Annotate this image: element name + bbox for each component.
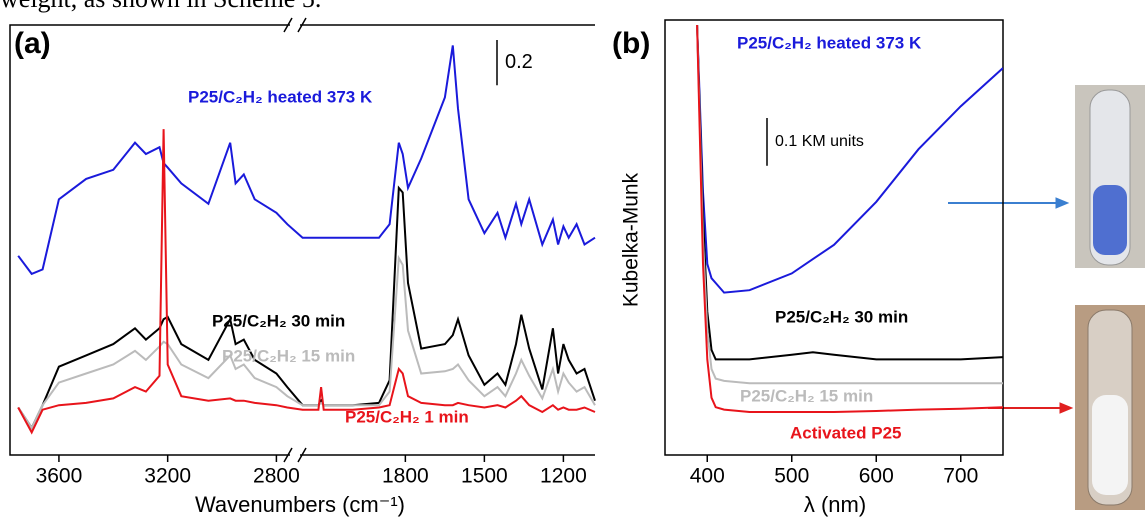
series-label: P25/C₂H₂ 1 min bbox=[345, 407, 469, 426]
spectrum-line bbox=[17, 254, 596, 430]
axis-frame bbox=[664, 19, 1004, 456]
x-axis-title: Wavenumbers (cm⁻¹) bbox=[195, 492, 405, 517]
spectrum-line bbox=[696, 24, 1003, 294]
plot-area bbox=[696, 24, 1003, 413]
spectrum-line bbox=[17, 45, 596, 276]
x-tick-label: 2800 bbox=[253, 465, 300, 488]
series-label: P25/C₂H₂ 30 min bbox=[212, 311, 345, 330]
axis-break bbox=[283, 17, 307, 33]
spectrum-line bbox=[17, 129, 596, 435]
spectrum-line bbox=[696, 24, 1003, 413]
series-label: P25/C₂H₂ 15 min bbox=[222, 346, 355, 365]
series-label: Activated P25 bbox=[790, 423, 902, 442]
photo-white bbox=[1075, 305, 1145, 510]
x-tick-label: 700 bbox=[943, 465, 978, 488]
spectrum-line bbox=[17, 185, 596, 430]
x-tick-label: 1500 bbox=[461, 465, 508, 488]
axis-break bbox=[283, 447, 307, 463]
x-axis-title: λ (nm) bbox=[804, 492, 866, 517]
plot-area bbox=[17, 45, 596, 435]
series-label: P25/C₂H₂ heated 373 K bbox=[737, 33, 922, 52]
series-label: P25/C₂H₂ 30 min bbox=[775, 307, 908, 326]
y-axis-title: Kubelka-Munk bbox=[620, 172, 643, 307]
x-tick-label: 600 bbox=[859, 465, 894, 488]
arrow-blue bbox=[948, 197, 1070, 209]
x-tick-label: 1200 bbox=[540, 465, 587, 488]
axis-frame bbox=[9, 24, 595, 456]
panel-label: (a) bbox=[14, 27, 51, 60]
series-label: P25/C₂H₂ heated 373 K bbox=[188, 87, 373, 106]
scale-bar-label: 0.1 KM units bbox=[775, 133, 864, 150]
x-tick-label: 400 bbox=[690, 465, 725, 488]
x-tick-label: 3200 bbox=[144, 465, 191, 488]
series-label: P25/C₂H₂ 15 min bbox=[740, 386, 873, 405]
x-tick-label: 500 bbox=[774, 465, 809, 488]
x-tick-label: 1800 bbox=[382, 465, 429, 488]
x-tick-label: 3600 bbox=[36, 465, 83, 488]
scale-bar-label: 0.2 bbox=[505, 51, 533, 73]
caption-fragment: weight, as shown in Scheme 5. bbox=[0, 0, 321, 14]
panel-label: (b) bbox=[612, 27, 650, 60]
spectrum-line bbox=[696, 24, 1003, 385]
photo-blue bbox=[1075, 85, 1145, 268]
spectrum-line bbox=[696, 24, 1003, 361]
